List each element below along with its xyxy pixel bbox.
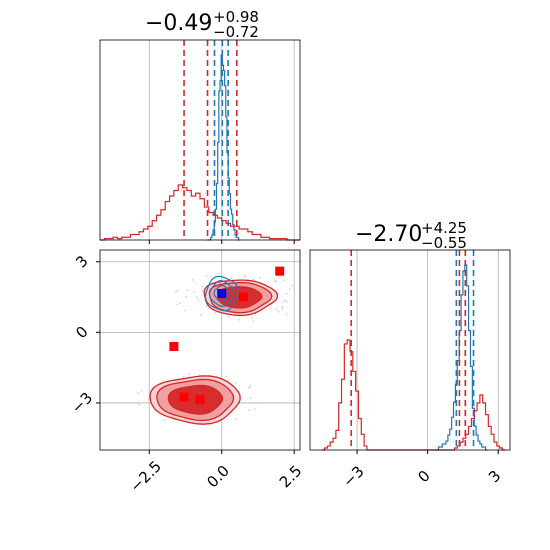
- truth-marker-red: [195, 394, 205, 404]
- scatter-point: [275, 308, 278, 310]
- scatter-point: [138, 404, 140, 406]
- panel-hist-param1: [100, 40, 300, 244]
- panel-hist-param2: −3 0 3: [321, 250, 506, 491]
- scatter-point: [184, 309, 186, 312]
- scatter-point: [188, 373, 190, 375]
- scatter-point: [274, 280, 276, 282]
- scatter-point: [205, 274, 208, 277]
- truth-marker-red: [169, 341, 179, 351]
- scatter-point: [249, 384, 252, 387]
- scatter-point: [291, 284, 294, 287]
- scatter-point: [281, 307, 284, 310]
- joint-content: [100, 250, 300, 450]
- scatter-point: [199, 374, 201, 376]
- x-tick-label: −3: [339, 462, 367, 490]
- y-tick-label: 0: [72, 323, 91, 342]
- scatter-point: [282, 300, 284, 303]
- panel-frame-right: [309, 249, 511, 451]
- scatter-point: [286, 292, 288, 295]
- x-tick-label: 0.0: [203, 462, 233, 492]
- scatter-point: [201, 285, 204, 288]
- scatter-point: [185, 295, 188, 298]
- scatter-point: [186, 289, 189, 292]
- scatter-point: [193, 291, 195, 293]
- scatter-point: [179, 302, 181, 305]
- scatter-point: [205, 305, 208, 308]
- scatter-point: [244, 276, 247, 278]
- scatter-point: [249, 397, 252, 400]
- scatter-point: [195, 296, 198, 299]
- scatter-point: [225, 375, 228, 378]
- param1-title-main: −0.49: [145, 11, 212, 36]
- scatter-point: [162, 419, 165, 421]
- blue-contour: [204, 275, 239, 312]
- scatter-point: [137, 392, 139, 394]
- hist-blue-param2: [434, 264, 488, 451]
- truth-marker-red: [275, 266, 285, 276]
- scatter-point: [277, 310, 280, 313]
- panel-joint: −2.5 0.0 2.5 −3 0 3: [68, 250, 306, 496]
- scatter-point: [281, 305, 284, 308]
- scatter-point: [234, 382, 237, 384]
- scatter-point: [285, 312, 288, 315]
- scatter-point: [217, 272, 220, 275]
- scatter-point: [147, 397, 150, 400]
- param2-title-main: −2.70: [355, 222, 422, 247]
- scatter-point: [251, 317, 254, 319]
- scatter-point: [244, 274, 246, 276]
- hist-red-param1: [100, 184, 300, 241]
- scatter-point: [258, 277, 261, 279]
- param1-title-lower: −0.72: [213, 23, 259, 41]
- scatter-point: [269, 307, 272, 309]
- scatter-point: [197, 299, 200, 301]
- blue-contour: [213, 284, 230, 303]
- scatter-point: [284, 299, 287, 302]
- scatter-point: [214, 311, 217, 314]
- x-tick-label: 3: [485, 467, 504, 486]
- scatter-point: [253, 408, 256, 410]
- scatter-point: [247, 409, 250, 411]
- scatter-point: [176, 303, 178, 306]
- param2-title-lower: −0.55: [421, 234, 467, 252]
- truth-marker-blue: [217, 289, 227, 299]
- scatter-point: [252, 278, 255, 281]
- scatter-point: [282, 279, 285, 281]
- scatter-point: [175, 290, 177, 293]
- x-tick-label: 0: [414, 467, 433, 486]
- scatter-point: [191, 279, 194, 281]
- scatter-point: [176, 289, 179, 292]
- scatter-point: [247, 387, 250, 389]
- x-tick-label: −2.5: [126, 457, 164, 495]
- scatter-point: [140, 389, 143, 392]
- scatter-point: [203, 299, 206, 302]
- scatter-point: [238, 319, 241, 321]
- panel-frame-joint: [99, 249, 301, 451]
- param1-title-upper: +0.98: [213, 8, 259, 26]
- hist-red-param2: [321, 339, 506, 451]
- scatter-point: [277, 292, 280, 295]
- red-contour-inner: [167, 384, 224, 415]
- scatter-point: [201, 290, 204, 292]
- truth-marker-red: [238, 292, 248, 302]
- scatter-point: [230, 277, 233, 279]
- param2-title-upper: +4.25: [421, 219, 467, 237]
- truth-marker-red: [179, 392, 189, 402]
- scatter-point: [234, 418, 237, 421]
- y-tick-label: 3: [72, 252, 91, 271]
- scatter-point: [182, 376, 185, 378]
- scatter-point: [200, 313, 202, 316]
- scatter-point: [285, 301, 288, 303]
- scatter-point: [275, 280, 278, 283]
- x-tick-label: 2.5: [276, 462, 306, 492]
- scatter-point: [227, 316, 230, 318]
- blue-contour: [208, 280, 235, 307]
- scatter-point: [252, 320, 255, 323]
- scatter-point: [288, 288, 291, 290]
- scatter-point: [249, 386, 251, 389]
- panel-frame-top: [99, 39, 301, 241]
- y-tick-label: −3: [68, 389, 96, 417]
